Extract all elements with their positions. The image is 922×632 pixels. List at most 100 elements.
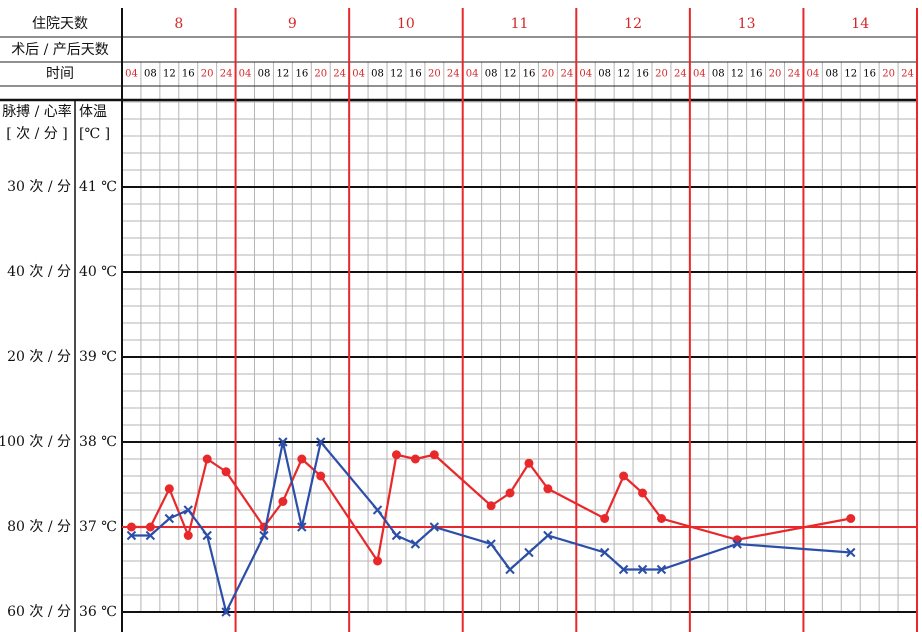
time-label: 16 [750,69,763,80]
time-label: 08 [144,69,157,80]
temp-point [637,564,648,575]
time-label: 12 [617,69,630,80]
time-label: 16 [182,69,195,80]
time-label: 12 [731,69,744,80]
temp-point [164,513,175,524]
pulse-point [316,471,326,481]
pulse-point [524,458,534,468]
temp-point [486,539,496,549]
time-label: 12 [390,69,403,80]
time-label: 08 [258,69,271,80]
day-label: 9 [288,16,297,32]
header-label: 住院天数 [32,16,88,32]
pulse-point [373,556,383,566]
temp-axis-label: 体温 [79,104,107,120]
temp-point [297,522,307,532]
time-label: 20 [314,69,327,80]
time-label: 24 [220,69,233,80]
pulse-tick-label: 100 次 / 分 [0,434,71,450]
temp-point [202,530,212,541]
pulse-point [164,484,174,494]
temp-point [429,522,440,532]
pulse-point [543,484,553,494]
y-tick-label: 36 ℃ [79,604,117,620]
pulse-point [638,488,648,498]
pulse-tick-label: 60 次 / 分 [7,604,71,620]
time-label: 24 [333,69,346,80]
time-label: 04 [466,69,479,80]
pulse-tick-label: 40 次 / 分 [7,264,71,280]
temp-point [145,530,156,541]
time-label: 16 [523,69,536,80]
time-label: 08 [598,69,611,80]
pulse-point [429,450,439,460]
time-label: 08 [371,69,384,80]
pulse-point [297,454,307,464]
pulse-point [221,467,231,477]
day-label: 8 [174,16,183,32]
pulse-point [846,514,856,523]
pulse-point [486,501,496,511]
time-label: 04 [693,69,706,80]
y-tick-label: 37 ℃ [79,519,117,535]
y-tick-label: 40 ℃ [79,264,117,280]
temp-point [618,564,629,575]
temp-point [846,547,856,558]
temp-point [505,564,515,575]
time-label: 20 [542,69,555,80]
time-label: 20 [882,69,895,80]
temp-point [126,530,137,541]
pulse-point [656,514,666,523]
time-label: 04 [352,69,365,80]
pulse-point [600,514,610,523]
time-label: 24 [788,69,801,80]
temp-point [259,530,269,541]
temp-point [543,530,553,541]
temp-point [316,437,326,447]
temp-point [278,437,288,447]
pulse-tick-label: 80 次 / 分 [7,519,71,535]
time-label: 20 [655,69,668,80]
pulse-axis-label: [ 次 / 分 ] [6,126,67,142]
pulse-point [410,454,420,464]
y-tick-label: 39 ℃ [79,349,117,365]
temp-point [391,530,402,541]
time-label: 12 [277,69,290,80]
y-tick-label: 41 ℃ [79,179,117,195]
temp-point [183,505,193,515]
y-tick-label: 38 ℃ [79,434,117,450]
header-label: 术后 / 产后天数 [11,42,109,58]
time-label: 24 [901,69,914,80]
grid [0,8,917,632]
time-label: 04 [239,69,252,80]
day-label: 14 [851,16,869,32]
temp-point [656,564,667,575]
temp-point [410,539,421,549]
day-label: 10 [397,16,415,32]
time-label: 12 [504,69,517,80]
pulse-point [126,522,136,532]
time-label: 16 [636,69,649,80]
time-label: 16 [409,69,422,80]
pulse-point [505,488,515,498]
time-label: 04 [579,69,592,80]
time-label: 20 [769,69,782,80]
temp-point [599,547,610,558]
day-label: 11 [511,16,529,32]
pulse-point [391,450,401,460]
time-label: 16 [863,69,876,80]
time-label: 24 [674,69,687,80]
time-label: 16 [295,69,308,80]
pulse-point [278,497,288,506]
time-label: 24 [447,69,460,80]
time-label: 08 [712,69,725,80]
day-label: 13 [738,16,756,32]
time-label: 04 [125,69,138,80]
time-label: 08 [825,69,838,80]
temp-point [372,505,383,515]
temp-axis-label: [℃ ] [79,126,110,142]
time-label: 20 [201,69,214,80]
pulse-tick-label: 30 次 / 分 [7,179,71,195]
